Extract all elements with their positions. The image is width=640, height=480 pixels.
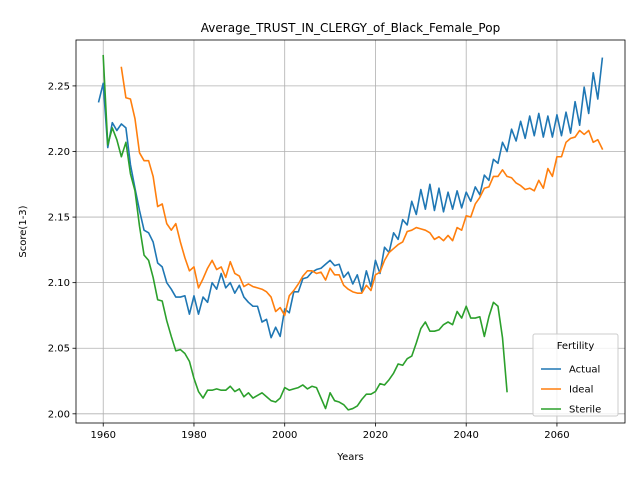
series-line-sterile	[102, 54, 508, 411]
x-axis-title: Years	[336, 452, 363, 463]
x-tick-label: 1960	[90, 430, 115, 441]
x-tick-label: 2040	[453, 430, 478, 441]
x-axis-ticks: 1960 1980 2000 2020 2040 2060	[90, 423, 570, 441]
y-tick-label: 2.20	[48, 147, 70, 158]
y-tick-label: 2.10	[48, 278, 70, 289]
y-tick-label: 2.25	[48, 81, 70, 92]
legend-label-actual: Actual	[569, 365, 600, 376]
plot-frame	[75, 39, 626, 424]
x-tick-label: 1980	[181, 430, 206, 441]
y-tick-label: 2.15	[48, 213, 70, 224]
legend-box	[532, 333, 619, 417]
y-axis-ticks: 2.00 2.05 2.10 2.15 2.20 2.25	[48, 81, 76, 420]
y-tick-label: 2.05	[48, 344, 70, 355]
series-line-actual	[97, 57, 604, 339]
y-axis-title: Score(1-3)	[18, 205, 29, 257]
legend-items: Actual Ideal Sterile	[541, 365, 601, 416]
series-lines	[97, 54, 604, 411]
x-tick-label: 2020	[363, 430, 388, 441]
y-tick-label: 2.00	[48, 409, 70, 420]
x-tick-label: 2000	[272, 430, 297, 441]
legend: Fertility Actual Ideal Sterile	[532, 333, 619, 417]
series-line-ideal	[120, 66, 604, 317]
legend-label-ideal: Ideal	[569, 385, 593, 396]
chart-title: Average_TRUST_IN_CLERGY_of_Black_Female_…	[201, 21, 500, 35]
x-tick-label: 2060	[544, 430, 569, 441]
legend-title: Fertility	[557, 341, 595, 352]
legend-label-sterile: Sterile	[569, 405, 601, 416]
